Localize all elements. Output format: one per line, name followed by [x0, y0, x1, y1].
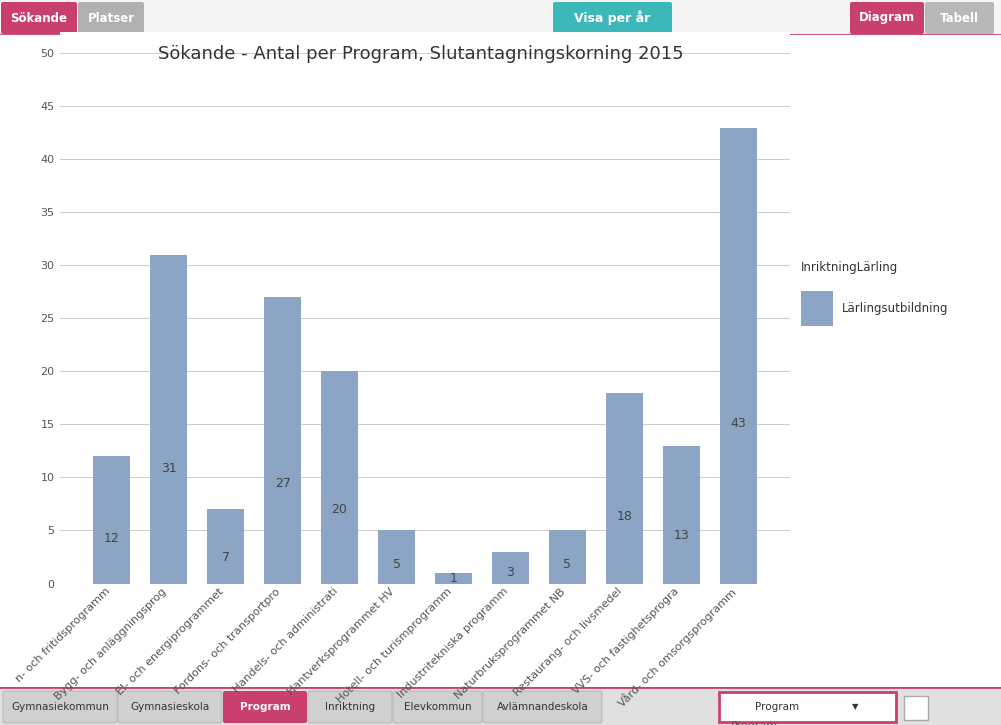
Text: 5: 5 — [564, 558, 572, 571]
Bar — [264, 297, 301, 584]
Bar — [606, 393, 643, 584]
Text: 3: 3 — [507, 566, 515, 579]
Bar — [378, 531, 415, 584]
Text: 27: 27 — [274, 477, 290, 490]
Text: Tabell: Tabell — [940, 12, 979, 25]
Text: Gymnasieskola: Gymnasieskola — [130, 702, 209, 712]
Bar — [150, 255, 187, 584]
FancyBboxPatch shape — [223, 691, 307, 723]
Text: Sökande: Sökande — [10, 12, 67, 25]
Text: Platser: Platser — [87, 12, 134, 25]
FancyBboxPatch shape — [850, 2, 924, 34]
Text: 12: 12 — [104, 532, 119, 545]
FancyBboxPatch shape — [719, 692, 896, 722]
Bar — [549, 531, 586, 584]
FancyBboxPatch shape — [925, 2, 994, 34]
Text: 5: 5 — [392, 558, 400, 571]
Text: Diagram: Diagram — [859, 12, 915, 25]
Bar — [491, 552, 529, 584]
Text: Elevkommun: Elevkommun — [403, 702, 471, 712]
Text: ▼: ▼ — [852, 703, 858, 711]
Text: 13: 13 — [674, 529, 690, 542]
Text: 20: 20 — [331, 503, 347, 515]
Bar — [720, 128, 757, 584]
Bar — [801, 291, 833, 326]
FancyBboxPatch shape — [118, 691, 222, 723]
FancyBboxPatch shape — [904, 696, 928, 720]
FancyBboxPatch shape — [553, 2, 672, 34]
Text: 43: 43 — [731, 418, 746, 431]
Bar — [663, 446, 700, 584]
Text: 1: 1 — [449, 572, 457, 584]
Text: Lärlingsutbildning: Lärlingsutbildning — [842, 302, 949, 315]
Bar — [435, 573, 472, 584]
Bar — [207, 509, 244, 584]
Text: 18: 18 — [617, 510, 633, 523]
Text: InriktningLärling: InriktningLärling — [801, 261, 898, 274]
FancyBboxPatch shape — [483, 691, 602, 723]
FancyBboxPatch shape — [3, 691, 117, 723]
Text: 31: 31 — [161, 462, 176, 475]
Text: Program: Program — [731, 721, 778, 725]
Text: Program: Program — [755, 702, 799, 712]
Text: Gymnasiekommun: Gymnasiekommun — [11, 702, 109, 712]
FancyBboxPatch shape — [1, 2, 77, 34]
FancyBboxPatch shape — [393, 691, 482, 723]
Text: 7: 7 — [221, 551, 229, 564]
Text: Avlämnandeskola: Avlämnandeskola — [496, 702, 589, 712]
Bar — [93, 456, 130, 584]
Text: Inriktning: Inriktning — [325, 702, 375, 712]
Text: Program: Program — [239, 702, 290, 712]
FancyBboxPatch shape — [308, 691, 392, 723]
Text: Sökande - Antal per Program, Slutantagningskorning 2015: Sökande - Antal per Program, Slutantagni… — [157, 45, 684, 63]
FancyBboxPatch shape — [78, 2, 144, 34]
Bar — [321, 371, 358, 584]
Text: Visa per år: Visa per år — [574, 11, 650, 25]
